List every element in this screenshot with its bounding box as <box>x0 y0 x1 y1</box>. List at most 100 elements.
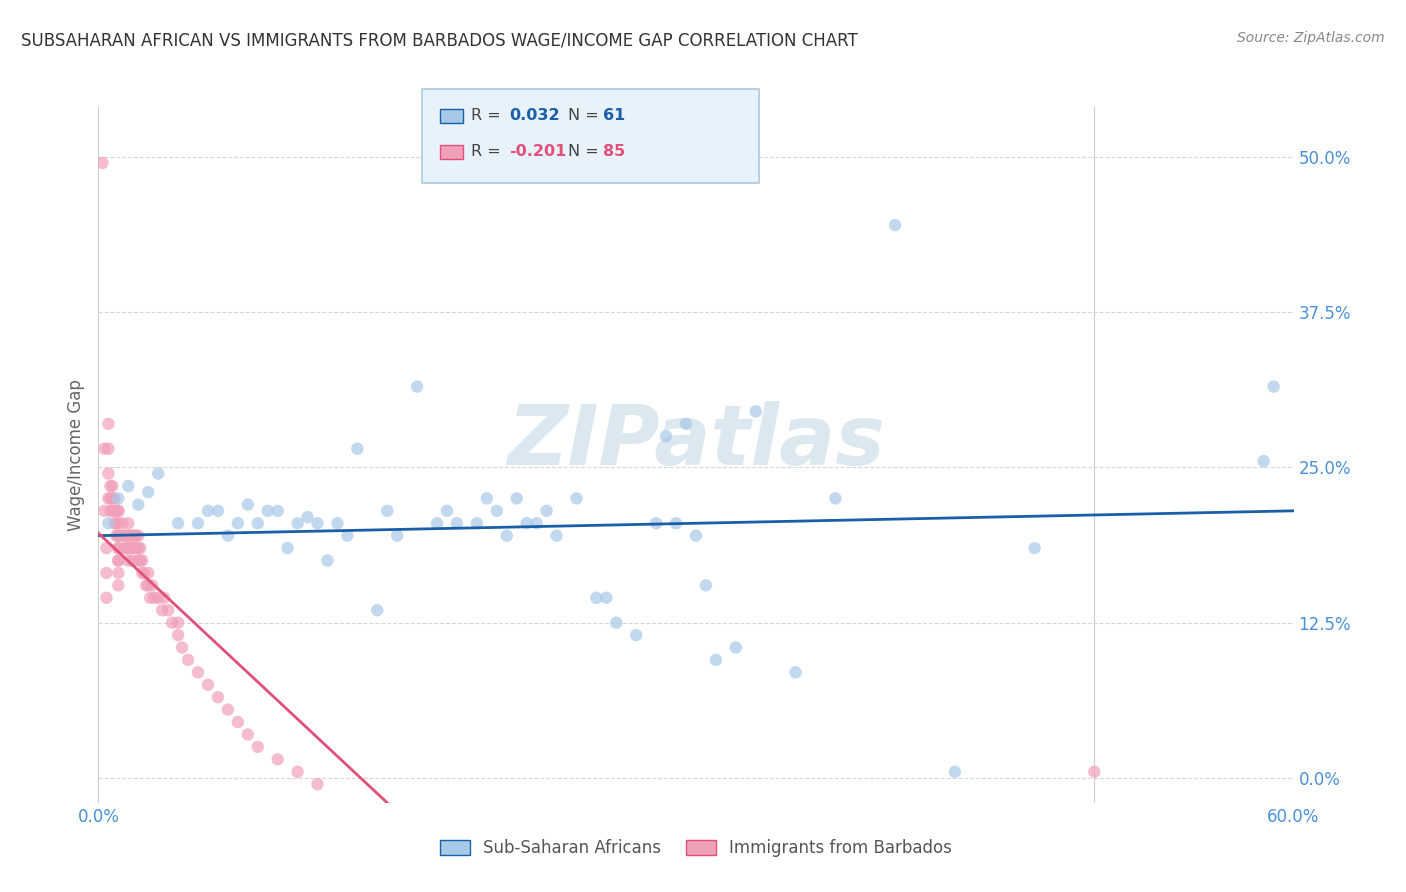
Point <box>485 504 508 518</box>
Point <box>127 529 149 543</box>
Point <box>112 541 135 555</box>
Text: R =: R = <box>471 109 506 123</box>
Point <box>167 615 190 630</box>
Point <box>121 529 143 543</box>
Point <box>336 529 359 543</box>
Point <box>115 541 138 555</box>
Point <box>93 504 115 518</box>
Point <box>446 516 468 531</box>
Point <box>93 442 115 456</box>
Point <box>107 578 129 592</box>
Point <box>117 516 139 531</box>
Point <box>207 690 229 705</box>
Point <box>103 491 125 506</box>
Point <box>117 541 139 555</box>
Point <box>277 541 299 555</box>
Point <box>197 678 219 692</box>
Point <box>546 529 568 543</box>
Point <box>101 479 124 493</box>
Point <box>675 417 697 431</box>
Point <box>226 714 249 729</box>
Point <box>695 578 717 592</box>
Point <box>105 504 128 518</box>
Point <box>287 516 309 531</box>
Text: Source: ZipAtlas.com: Source: ZipAtlas.com <box>1237 31 1385 45</box>
Point <box>115 529 138 543</box>
Point <box>406 379 429 393</box>
Point <box>117 553 139 567</box>
Point <box>91 156 114 170</box>
Y-axis label: Wage/Income Gap: Wage/Income Gap <box>67 379 86 531</box>
Text: ZIPatlas: ZIPatlas <box>508 401 884 482</box>
Point <box>124 529 146 543</box>
Point <box>103 504 125 518</box>
Point <box>131 553 153 567</box>
Text: 85: 85 <box>603 145 626 159</box>
Point <box>111 529 134 543</box>
Point <box>465 516 488 531</box>
Point <box>105 529 128 543</box>
Point <box>125 541 148 555</box>
Point <box>217 703 239 717</box>
Text: N =: N = <box>568 145 605 159</box>
Point <box>246 516 269 531</box>
Point <box>107 491 129 506</box>
Text: SUBSAHARAN AFRICAN VS IMMIGRANTS FROM BARBADOS WAGE/INCOME GAP CORRELATION CHART: SUBSAHARAN AFRICAN VS IMMIGRANTS FROM BA… <box>21 31 858 49</box>
Point <box>107 553 129 567</box>
Point <box>197 504 219 518</box>
Point <box>745 404 768 418</box>
Point <box>157 603 180 617</box>
Point <box>143 591 166 605</box>
Point <box>943 764 966 779</box>
Point <box>125 529 148 543</box>
Point <box>97 442 120 456</box>
Legend: Sub-Saharan Africans, Immigrants from Barbados: Sub-Saharan Africans, Immigrants from Ba… <box>433 833 959 864</box>
Point <box>150 603 173 617</box>
Point <box>107 553 129 567</box>
Point <box>107 516 129 531</box>
Point <box>536 504 558 518</box>
Text: N =: N = <box>568 109 605 123</box>
Point <box>121 553 143 567</box>
Text: 0.032: 0.032 <box>509 109 560 123</box>
Point <box>824 491 846 506</box>
Point <box>97 516 120 531</box>
Point <box>217 529 239 543</box>
Point <box>107 529 129 543</box>
Point <box>645 516 668 531</box>
Point <box>97 467 120 481</box>
Point <box>129 553 152 567</box>
Point <box>585 591 607 605</box>
Point <box>139 591 162 605</box>
Point <box>96 541 118 555</box>
Point <box>685 529 707 543</box>
Point <box>136 485 159 500</box>
Point <box>107 541 129 555</box>
Point <box>120 529 142 543</box>
Point <box>385 529 409 543</box>
Point <box>141 578 163 592</box>
Point <box>307 516 329 531</box>
Point <box>98 491 122 506</box>
Point <box>236 498 259 512</box>
Point <box>96 591 118 605</box>
Point <box>605 615 627 630</box>
Point <box>475 491 498 506</box>
Point <box>187 516 209 531</box>
Point <box>131 566 153 580</box>
Point <box>506 491 529 506</box>
Point <box>98 504 122 518</box>
Point <box>495 529 517 543</box>
Text: -0.201: -0.201 <box>509 145 567 159</box>
Point <box>135 578 157 592</box>
Point <box>111 516 134 531</box>
Point <box>124 541 146 555</box>
Point <box>1024 541 1046 555</box>
Point <box>246 739 269 754</box>
Point <box>148 467 170 481</box>
Point <box>785 665 807 680</box>
Point <box>1253 454 1275 468</box>
Point <box>120 541 142 555</box>
Point <box>136 578 159 592</box>
Point <box>346 442 368 456</box>
